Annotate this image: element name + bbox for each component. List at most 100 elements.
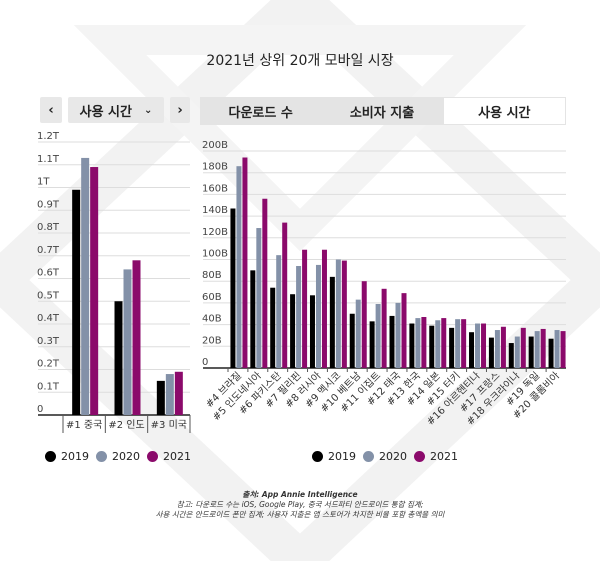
legend-dot-2019 [45,451,56,462]
tab-consumer-spend[interactable]: 소비자 지출 [349,105,415,121]
bar-2019 [429,325,435,368]
y-tick-label: 0.4T [37,313,60,324]
y-tick-label: 40B [202,314,222,325]
y-tick-label: 200B [202,140,228,151]
y-tick-label: 0.5T [37,290,60,301]
bar-2020 [435,320,441,368]
bar-2019 [230,208,236,368]
bar-2020 [455,319,461,368]
bar-2021 [560,331,566,368]
bar-2021 [90,167,99,415]
bar-2021 [441,318,447,368]
bar-2021 [282,222,288,368]
bar-2019 [309,295,315,368]
bar-2020 [123,269,132,415]
bar-2020 [276,255,282,368]
bar-2019 [508,343,514,368]
y-tick-label: 1T [37,177,50,188]
bar-2021 [481,323,487,368]
note-text-1: 참고: 다운로드 수는 iOS, Google Play, 중국 서드파티 안드… [176,500,424,509]
bar-2019 [290,294,296,368]
y-tick-label: 0 [202,357,208,368]
bar-2020 [236,166,242,368]
prev-button[interactable]: ‹ [40,97,62,123]
bar-2020 [475,323,481,368]
note-text-2: 사용 시간은 안드로이드 폰만 집계; 사용자 지출은 앱 스토어가 차지한 비… [155,510,445,519]
y-tick-label: 0.7T [37,245,60,256]
y-tick-label: 0 [37,404,43,415]
bar-2021 [500,326,506,368]
legend-label: 2021 [163,450,191,463]
legend-dot-2019 [312,451,323,462]
bar-2019 [114,301,123,415]
legend-label: 2019 [328,450,356,463]
bar-2019 [329,276,335,368]
y-tick-label: 0.2T [37,359,60,370]
bar-2021 [174,371,183,415]
y-tick-label: 160B [202,183,228,194]
bar-2021 [321,249,327,368]
legend-dot-2021 [414,451,425,462]
bar-2020 [494,330,500,368]
bar-2019 [72,189,81,415]
bar-2019 [369,321,375,368]
x-tick-label: #2 인도 [108,419,144,431]
bar-2020 [355,299,361,368]
x-tick-label: #3 미국 [151,419,187,431]
bar-2019 [156,380,165,415]
y-tick-label: 1.1T [37,154,60,165]
bar-2020 [415,318,421,368]
bar-2019 [389,315,395,368]
bar-2020 [296,266,302,368]
x-tick-label: #1 중국 [66,419,102,431]
bar-2020 [256,228,262,368]
metric-dropdown[interactable]: 사용 시간 ⌄ [68,97,164,123]
bar-2021 [302,249,308,368]
chevron-down-icon: ⌄ [143,104,153,116]
bar-2019 [469,332,475,368]
y-tick-label: 0.6T [37,268,60,279]
source-text: 출처: App Annie Intelligence [242,490,358,499]
legend-right: 2019 2020 2021 [305,450,458,463]
y-tick-label: 1.2T [37,131,60,142]
bar-2019 [250,270,256,368]
legend-label: 2021 [430,450,458,463]
legend-label: 2020 [112,450,140,463]
legend-dot-2020 [96,451,107,462]
bar-2021 [262,198,268,368]
y-tick-label: 0.1T [37,381,60,392]
bar-2021 [132,260,141,415]
bar-2021 [341,260,347,368]
bar-2020 [375,303,381,368]
legend-dot-2020 [363,451,374,462]
bar-2021 [520,327,526,368]
bar-2019 [548,338,554,368]
y-tick-label: 100B [202,249,228,260]
bar-2020 [81,157,90,416]
bar-2020 [554,330,560,368]
metric-tabs: 다운로드 수 소비자 지출 사용 시간 [200,97,566,125]
y-tick-label: 0.3T [37,336,60,347]
y-tick-label: 20B [202,335,222,346]
bar-2020 [165,374,174,415]
tab-downloads[interactable]: 다운로드 수 [228,105,293,121]
bar-2021 [421,317,427,368]
bar-2019 [488,337,494,368]
bar-2019 [270,287,276,368]
chart-title: 2021년 상위 20개 모바일 시장 [206,53,394,69]
bar-2019 [449,327,455,368]
next-button[interactable]: › [170,97,190,123]
bar-2019 [528,336,534,368]
y-tick-label: 0.8T [37,222,60,233]
tab-usage-time[interactable]: 사용 시간 [442,97,566,125]
bar-2021 [461,319,467,368]
bar-2019 [409,323,415,368]
y-tick-label: 140B [202,205,228,216]
bar-2021 [361,281,367,368]
y-tick-label: 80B [202,270,222,281]
bar-2020 [395,302,401,368]
